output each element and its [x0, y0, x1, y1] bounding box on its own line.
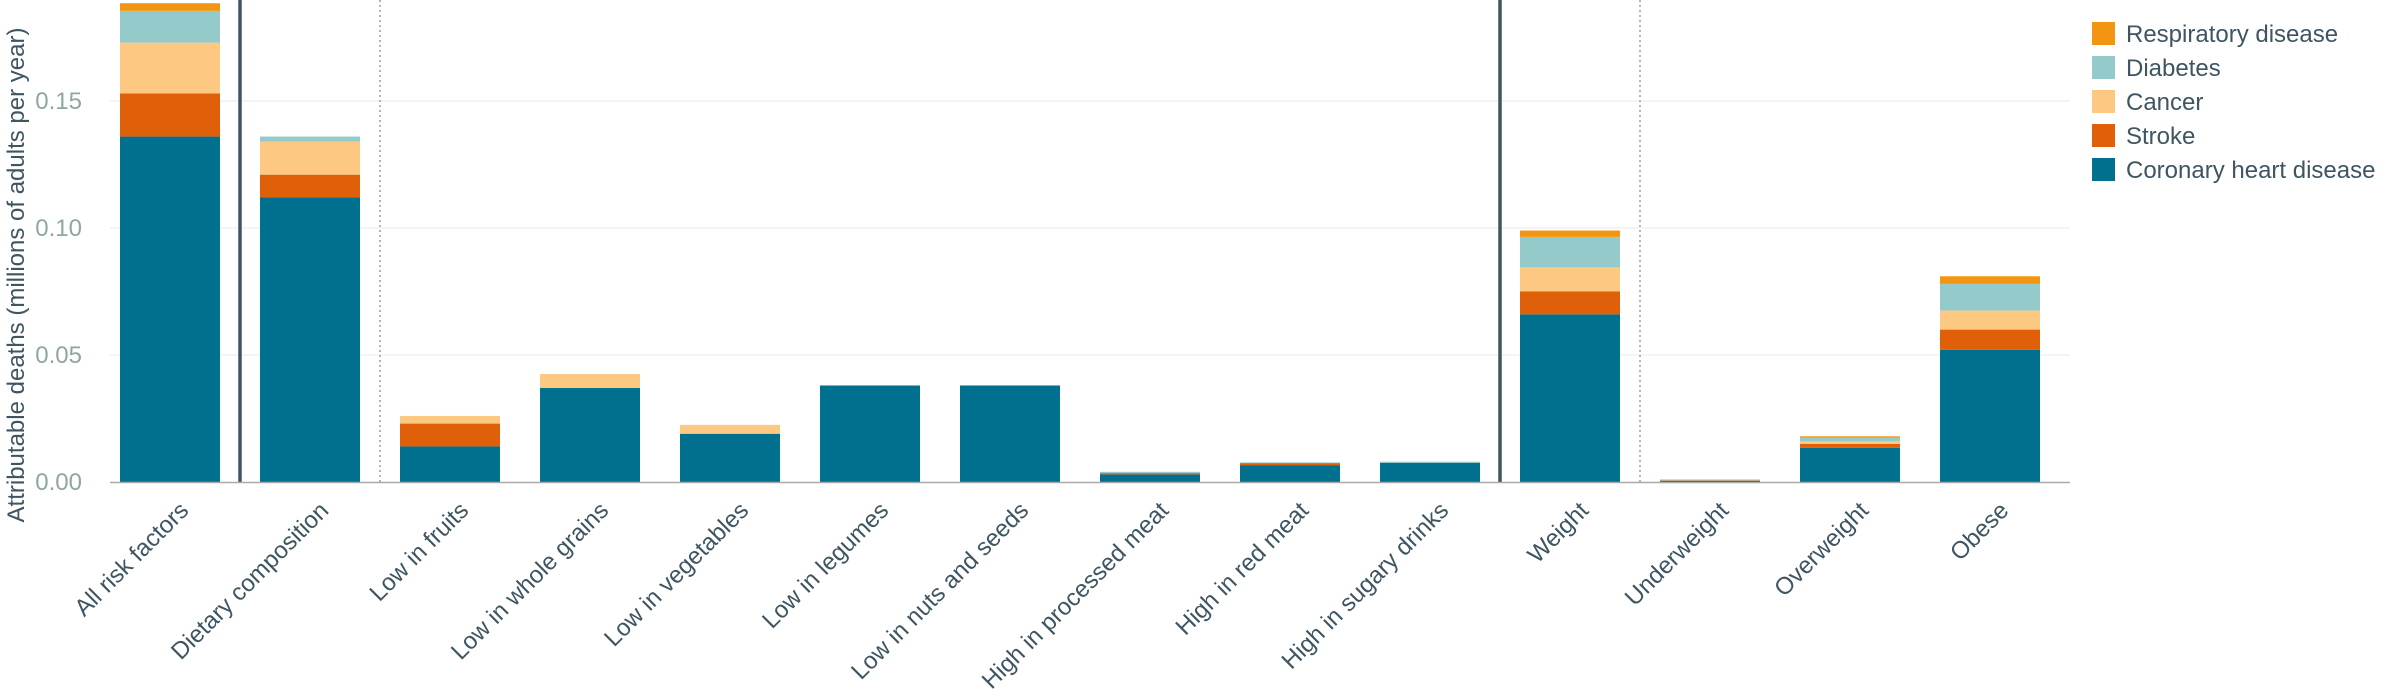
bar-dietary-composition-stroke	[260, 174, 360, 198]
bar-low-in-vegetables-cancer	[680, 424, 780, 434]
x-tick-label-dietary-composition: Dietary composition	[166, 497, 334, 665]
x-tick-label-high-in-red-meat: High in red meat	[1171, 497, 1315, 641]
x-tick-label-underweight: Underweight	[1620, 497, 1735, 612]
legend-label-stroke: Stroke	[2126, 123, 2195, 150]
bar-weight-stroke	[1520, 291, 1620, 315]
bar-low-in-fruits-coronary-heart-disease	[400, 446, 500, 482]
group-separators	[238, 0, 1641, 482]
x-tick-label-low-in-whole-grains: Low in whole grains	[446, 497, 614, 665]
bar-overweight-coronary-heart-disease	[1800, 447, 1900, 482]
bar-all-risk-factors-cancer	[120, 42, 220, 94]
bar-high-in-sugary-drinks-diabetes	[1380, 461, 1480, 463]
bar-obese-stroke	[1940, 329, 2040, 350]
bar-high-in-red-meat-coronary-heart-disease	[1240, 465, 1340, 482]
x-tick-label-low-in-legumes: Low in legumes	[757, 497, 894, 634]
grid-layer	[110, 100, 2070, 356]
bar-low-in-whole-grains-coronary-heart-disease	[540, 388, 640, 482]
bar-dietary-composition-diabetes	[260, 136, 360, 142]
legend-label-diabetes: Diabetes	[2126, 55, 2221, 82]
legend-label-coronary-heart-disease: Coronary heart disease	[2126, 157, 2375, 184]
legend-label-respiratory-disease: Respiratory disease	[2126, 21, 2338, 48]
bar-all-risk-factors-coronary-heart-disease	[120, 136, 220, 482]
y-axis-title: Attributable deaths (millions of adults …	[3, 28, 30, 523]
bar-weight-coronary-heart-disease	[1520, 314, 1620, 482]
x-tick-label-obese: Obese	[1945, 497, 2014, 566]
legend-swatch-respiratory-disease	[2092, 22, 2115, 45]
bar-dietary-composition-cancer	[260, 141, 360, 175]
x-tick-label-low-in-vegetables: Low in vegetables	[599, 497, 754, 652]
bar-high-in-red-meat-stroke	[1240, 462, 1340, 466]
legend-label-cancer: Cancer	[2126, 89, 2203, 116]
bar-all-risk-factors-diabetes	[120, 10, 220, 43]
bar-low-in-whole-grains-cancer	[540, 374, 640, 389]
bar-all-risk-factors-respiratory-disease	[120, 3, 220, 11]
bar-low-in-nuts-and-seeds-coronary-heart-disease	[960, 385, 1060, 482]
bar-weight-respiratory-disease	[1520, 230, 1620, 237]
legend-swatch-stroke	[2092, 124, 2115, 147]
x-tick-label-weight: Weight	[1523, 497, 1595, 569]
bar-dietary-composition-coronary-heart-disease	[260, 197, 360, 482]
legend-item-cancer: Cancer	[2092, 89, 2203, 116]
bar-overweight-cancer	[1800, 441, 1900, 444]
bar-overweight-respiratory-disease	[1800, 436, 1900, 438]
bar-low-in-vegetables-coronary-heart-disease	[680, 433, 780, 482]
legend-item-diabetes: Diabetes	[2092, 55, 2221, 82]
bar-weight-cancer	[1520, 267, 1620, 292]
legend-item-coronary-heart-disease: Coronary heart disease	[2092, 157, 2375, 184]
legend-swatch-diabetes	[2092, 56, 2115, 79]
y-tick-label-0-05: 0.05	[35, 342, 82, 369]
bar-underweight-coronary-heart-disease	[1660, 480, 1760, 482]
bar-high-in-processed-meat-coronary-heart-disease	[1100, 474, 1200, 482]
bar-high-in-processed-meat-diabetes	[1100, 471, 1200, 474]
bar-obese-coronary-heart-disease	[1940, 349, 2040, 482]
legend-item-stroke: Stroke	[2092, 123, 2195, 150]
bar-low-in-legumes-coronary-heart-disease	[820, 385, 920, 482]
bar-high-in-processed-meat-stroke	[1100, 473, 1200, 475]
bar-obese-cancer	[1940, 310, 2040, 330]
y-tick-label-0-15: 0.15	[35, 88, 82, 115]
bar-all-risk-factors-stroke	[120, 93, 220, 137]
bar-high-in-red-meat-diabetes	[1240, 462, 1340, 464]
legend-swatch-coronary-heart-disease	[2092, 158, 2115, 181]
bar-high-in-sugary-drinks-coronary-heart-disease	[1380, 462, 1480, 482]
bar-low-in-fruits-stroke	[400, 423, 500, 447]
bar-overweight-diabetes	[1800, 437, 1900, 442]
legend-item-respiratory-disease: Respiratory disease	[2092, 21, 2338, 48]
x-tick-label-overweight: Overweight	[1769, 497, 1874, 602]
bar-obese-diabetes	[1940, 283, 2040, 311]
bar-weight-diabetes	[1520, 236, 1620, 268]
bar-overweight-stroke	[1800, 443, 1900, 448]
legend-swatch-cancer	[2092, 90, 2115, 113]
x-tick-label-low-in-fruits: Low in fruits	[364, 497, 474, 607]
y-tick-label-0-00: 0.00	[35, 469, 82, 496]
bar-low-in-fruits-cancer	[400, 415, 500, 424]
legend: Respiratory disease Diabetes Cancer Stroke C…	[2092, 21, 2375, 184]
bar-underweight-diabetes	[1660, 479, 1760, 481]
bars	[120, 3, 2040, 482]
x-tick-label-all-risk-factors: All risk factors	[69, 497, 194, 622]
y-tick-label-0-10: 0.10	[35, 215, 82, 242]
bar-obese-respiratory-disease	[1940, 276, 2040, 284]
